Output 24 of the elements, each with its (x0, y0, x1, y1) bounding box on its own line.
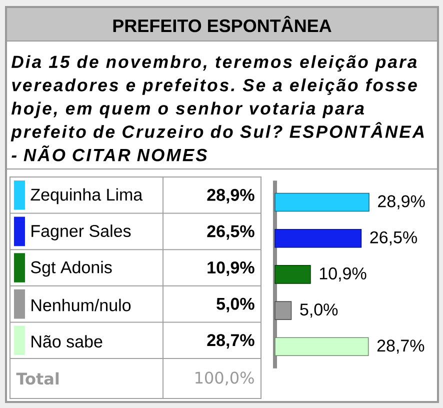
data-label: 5,0% (216, 298, 254, 312)
bar (274, 265, 311, 284)
y-tick-label: Zequinha Lima (30, 188, 143, 204)
text: 10,9% (320, 267, 366, 282)
chart-title: PREFEITO ESPONTÂNEA (113, 16, 332, 32)
text: Total (16, 372, 59, 385)
y-tick-label: Sgt Adonis (30, 260, 112, 277)
text: 28,7% (377, 340, 424, 354)
text: 26,5% (370, 231, 417, 246)
data-label: 10,9% (208, 261, 254, 276)
bar (274, 337, 369, 356)
bar (274, 228, 362, 248)
bar (274, 301, 292, 320)
y-tick-label: Nenhum/nulo (32, 298, 131, 312)
chart-subtitle: Dia 15 de novembro, teremos eleição para vereadores e prefeitos. Se a eleição fosse hoje, em quem o senhor votaria para prefeito de Cruzeiro do Sul? ESPONTÂNEA - NÃO CITAR NOMES (10, 55, 424, 162)
data-label: 28,7% (207, 334, 254, 349)
y-tick-label: Fagner Sales (32, 224, 131, 240)
data-label: 26,5% (207, 225, 254, 240)
text: 5,0% (300, 304, 338, 318)
text: 28,9% (378, 195, 425, 210)
data-label: 28,9% (207, 188, 254, 204)
text: 100,0% (196, 372, 254, 386)
bar (274, 192, 370, 212)
y-tick-label: Não sabe (32, 335, 102, 348)
